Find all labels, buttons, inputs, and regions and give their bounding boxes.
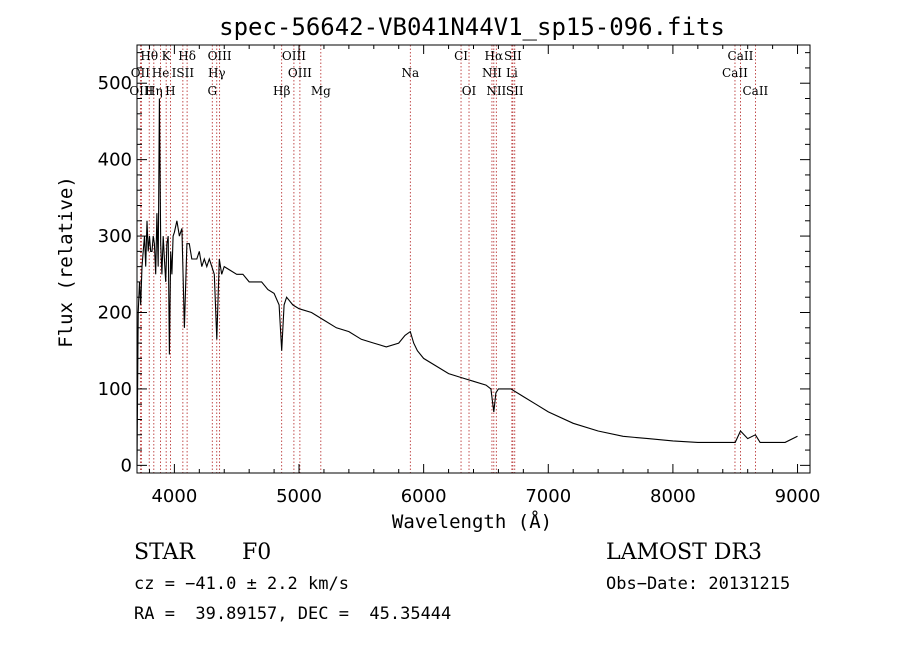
x-tick-label-6000: 6000 [401, 486, 447, 507]
x-tick-label-5000: 5000 [276, 486, 322, 507]
x-tick-label-7000: 7000 [525, 486, 571, 507]
line-label-4: OIII [282, 49, 306, 63]
survey-name: LAMOST DR3 [606, 540, 762, 565]
line-label-19: Hη [145, 84, 163, 98]
line-label-13: OIII [288, 66, 312, 80]
line-label-23: Mg [311, 84, 331, 98]
line-label-7: SII [504, 49, 522, 63]
x-tick-label-8000: 8000 [650, 486, 696, 507]
x-tick-label-9000: 9000 [775, 486, 821, 507]
line-label-24: OI [462, 84, 477, 98]
y-axis: 0 100 200 300 400 500 [98, 52, 810, 476]
line-label-11: ISII [172, 66, 195, 80]
line-label-0: Hθ [140, 49, 158, 63]
line-label-10: He [152, 66, 170, 80]
x-axis: 4000 5000 6000 7000 8000 9000 [148, 45, 821, 507]
object-subclass: F0 [242, 540, 272, 565]
line-label-27: CaII [742, 84, 768, 98]
line-label-26: SII [506, 84, 524, 98]
line-label-9: OII [131, 66, 151, 80]
spectrum-line [136, 98, 798, 466]
y-tick-label-300: 300 [98, 226, 132, 247]
x-tick-label-4000: 4000 [151, 486, 197, 507]
y-tick-label-0: 0 [121, 455, 132, 476]
y-tick-label-100: 100 [98, 379, 132, 400]
y-tick-label-200: 200 [98, 303, 132, 324]
line-label-16: Li [506, 66, 518, 80]
line-label-14: Na [401, 66, 419, 80]
y-tick-label-500: 500 [98, 73, 132, 94]
x-axis-label: Wavelength (Å) [392, 510, 552, 533]
line-label-5: CI [454, 49, 468, 63]
line-label-21: G [207, 84, 217, 98]
object-class: STAR [134, 540, 195, 565]
line-label-2: Hδ [178, 49, 196, 63]
line-label-1: K [162, 49, 172, 63]
line-label-8: CaII [728, 49, 754, 63]
line-label-12: Hγ [208, 66, 226, 80]
observation-date: Obs−Date: 20131215 [606, 574, 791, 594]
y-axis-label: Flux (relative) [55, 176, 77, 348]
chart-title: spec-56642-VB041N44V1_sp15-096.fits [219, 13, 725, 41]
line-label-17: CaII [722, 66, 748, 80]
line-label-6: Hα [485, 49, 504, 63]
line-label-3: OIII [208, 49, 232, 63]
line-label-22: Hβ [273, 84, 290, 98]
line-label-18: OIII [129, 84, 153, 98]
line-label-15: NII [482, 66, 502, 80]
y-tick-label-400: 400 [98, 150, 132, 171]
emission-line-markers [139, 45, 756, 473]
line-label-25: NII [486, 84, 506, 98]
plot-frame [136, 44, 811, 474]
redshift-readout: cz = −41.0 ± 2.2 km/s [134, 574, 349, 594]
sky-coordinates: RA = 39.89157, DEC = 45.35444 [134, 604, 452, 624]
line-label-20: H [165, 84, 175, 98]
